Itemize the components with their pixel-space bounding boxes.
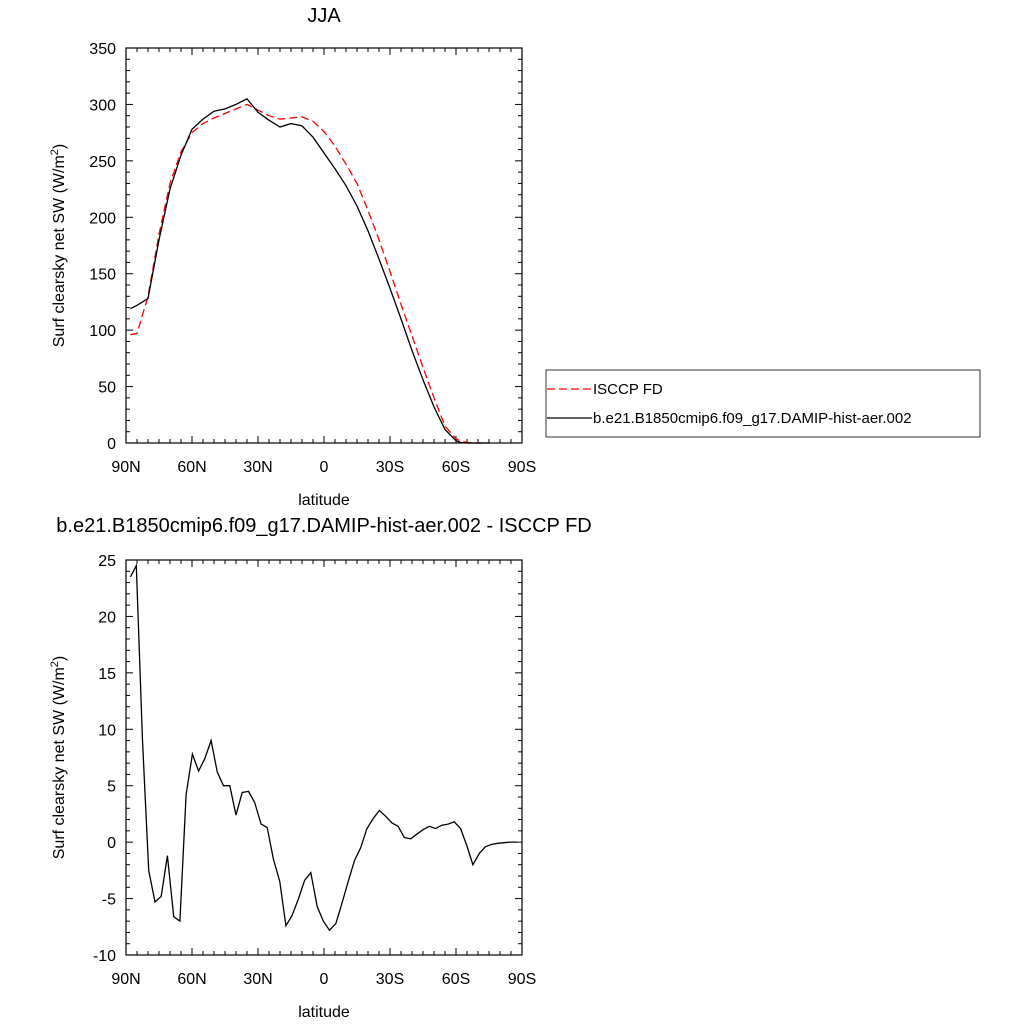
- x-tick-label: 30N: [243, 971, 272, 988]
- top-panel-jja: JJA 90N 60N 30N 0 30S 60S 90S 0 50 100 150 200 250 300…: [49, 5, 536, 509]
- y-axis-label-superscript: 2: [49, 661, 61, 667]
- series-line-model: [130, 97, 489, 444]
- x-tick-label: 90S: [508, 971, 536, 988]
- x-tick-label: 60N: [177, 459, 206, 476]
- legend: ISCCP FD b.e21.B1850cmip6.f09_g17.DAMIP-h…: [545, 369, 981, 438]
- series-line-model: [129, 563, 517, 932]
- y-axis-label-text: Surf clearsky net SW (W/m: [51, 155, 68, 347]
- x-tick-label: 60N: [177, 971, 206, 988]
- y-tick-label: 20: [98, 609, 116, 626]
- x-axis-label: latitude: [298, 1004, 350, 1021]
- y-tick-label: 0: [107, 835, 116, 852]
- bottom-panel-difference: b.e21.B1850cmip6.f09_g17.DAMIP-hist-aer.…: [49, 515, 592, 1021]
- x-tick-label: 90S: [508, 459, 536, 476]
- y-tick-label: 15: [98, 666, 116, 683]
- x-tick-label: 0: [320, 971, 329, 988]
- y-tick-label: -5: [102, 892, 116, 909]
- x-axis-label: latitude: [298, 492, 350, 509]
- x-tick-label: 30S: [376, 971, 404, 988]
- x-tick-label: 60S: [442, 459, 470, 476]
- y-tick-label: 100: [89, 323, 116, 340]
- y-tick-label: 300: [89, 97, 116, 114]
- y-tick-label: 5: [107, 779, 116, 796]
- chart-title: b.e21.B1850cmip6.f09_g17.DAMIP-hist-aer.…: [56, 515, 591, 537]
- y-axis-label-tail: ): [51, 656, 68, 661]
- legend-box: [545, 369, 981, 438]
- chart-title: JJA: [307, 5, 341, 27]
- legend-label-isccp-fd: ISCCP FD: [593, 381, 663, 398]
- y-tick-label: 350: [89, 41, 116, 58]
- plot-frame: [125, 559, 523, 956]
- y-axis-label-tail: ): [51, 144, 68, 149]
- y-tick-label: -10: [93, 948, 116, 965]
- series-line-isccp-fd: [130, 103, 489, 444]
- x-tick-label: 30N: [243, 459, 272, 476]
- x-tick-label: 0: [320, 459, 329, 476]
- y-tick-label: 50: [98, 380, 116, 397]
- y-axis-label-text: Surf clearsky net SW (W/m: [51, 667, 68, 859]
- y-tick-label: 0: [107, 436, 116, 453]
- x-tick-label: 60S: [442, 971, 470, 988]
- x-tick-label: 90N: [111, 971, 140, 988]
- y-tick-label: 200: [89, 210, 116, 227]
- x-tick-label: 90N: [111, 459, 140, 476]
- y-axis-label: Surf clearsky net SW (W/m2): [49, 144, 68, 347]
- y-tick-label: 250: [89, 154, 116, 171]
- plot-frame: [125, 47, 523, 444]
- y-axis-label: Surf clearsky net SW (W/m2): [49, 656, 68, 859]
- y-tick-label: 150: [89, 267, 116, 284]
- y-tick-label: 25: [98, 553, 116, 570]
- y-tick-label: 10: [98, 722, 116, 739]
- y-axis-label-superscript: 2: [49, 149, 61, 155]
- legend-label-model: b.e21.B1850cmip6.f09_g17.DAMIP-hist-aer.…: [593, 410, 912, 427]
- x-tick-label: 30S: [376, 459, 404, 476]
